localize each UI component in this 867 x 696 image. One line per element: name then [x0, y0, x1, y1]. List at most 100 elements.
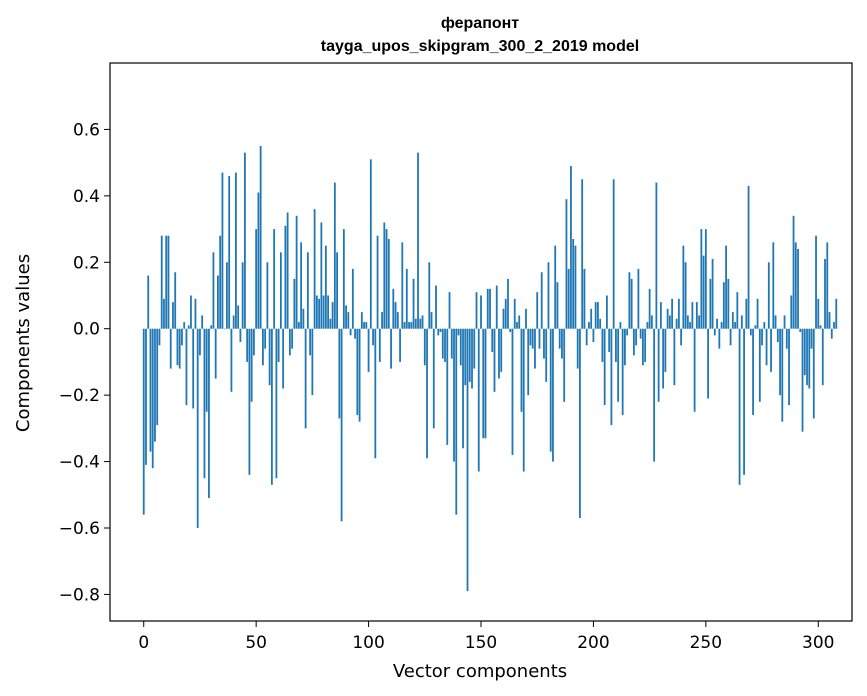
- x-tick-label: 200: [577, 633, 609, 653]
- bar-73: [306, 252, 309, 329]
- bar-253: [711, 258, 714, 329]
- bar-62: [282, 328, 285, 389]
- bar-171: [527, 328, 530, 396]
- bar-264: [736, 292, 739, 329]
- bar-85: [333, 182, 336, 329]
- bar-5: [154, 328, 156, 442]
- bars-group: [142, 146, 838, 592]
- bar-69: [297, 322, 300, 329]
- bar-157: [495, 285, 498, 329]
- bar-279: [770, 328, 772, 372]
- bar-283: [779, 328, 781, 396]
- bar-269: [747, 185, 750, 329]
- bar-219: [635, 328, 638, 346]
- bar-8: [160, 235, 163, 329]
- bar-37: [226, 262, 228, 329]
- bar-134: [444, 328, 446, 362]
- bar-227: [653, 328, 656, 462]
- bar-153: [486, 288, 489, 329]
- bar-129: [432, 328, 435, 429]
- bar-101: [369, 159, 372, 329]
- bar-121: [414, 318, 417, 329]
- bar-258: [722, 282, 725, 329]
- bar-142: [462, 328, 464, 449]
- bar-292: [799, 328, 802, 333]
- bar-200: [592, 328, 595, 342]
- bar-237: [675, 318, 678, 329]
- bar-146: [471, 328, 473, 389]
- bar-295: [806, 328, 808, 386]
- bar-77: [315, 295, 318, 329]
- bar-98: [363, 322, 365, 329]
- bar-115: [401, 242, 404, 329]
- bar-114: [399, 328, 401, 362]
- bar-245: [693, 328, 696, 412]
- bar-110: [390, 328, 392, 369]
- bar-191: [572, 239, 575, 329]
- bar-213: [621, 328, 624, 416]
- bar-76: [313, 209, 316, 329]
- bar-50: [255, 229, 258, 329]
- bar-49: [253, 328, 255, 356]
- bar-39: [230, 328, 233, 392]
- bar-159: [500, 328, 503, 372]
- bar-254: [713, 328, 716, 336]
- bar-189: [567, 268, 570, 329]
- bar-104: [376, 235, 379, 329]
- bar-66: [291, 328, 294, 349]
- bar-234: [668, 315, 671, 329]
- bar-9: [163, 298, 165, 329]
- bar-287: [788, 328, 790, 406]
- y-axis-ticks: −0.8 −0.6 −0.4 −0.2 0.0 0.2 0.4 0.6: [59, 120, 110, 605]
- bar-33: [217, 275, 219, 329]
- bar-241: [684, 262, 687, 329]
- bar-259: [725, 245, 727, 329]
- bar-13: [172, 302, 174, 329]
- bar-202: [597, 302, 599, 329]
- bar-60: [277, 328, 280, 362]
- bar-16: [178, 328, 181, 369]
- bar-106: [381, 312, 383, 329]
- bar-281: [774, 315, 777, 329]
- bar-256: [718, 328, 721, 349]
- bar-179: [545, 328, 548, 382]
- y-tick-label: 0.6: [73, 120, 100, 140]
- y-tick-label: 0.2: [73, 253, 100, 273]
- bar-141: [459, 328, 462, 366]
- bar-26: [201, 315, 204, 329]
- y-tick-label: 0.4: [73, 187, 100, 207]
- bar-305: [828, 312, 831, 329]
- bar-95: [356, 328, 359, 416]
- bar-135: [446, 328, 449, 445]
- bar-265: [738, 328, 741, 485]
- bar-152: [484, 328, 487, 439]
- bar-46: [246, 328, 249, 362]
- bar-226: [650, 315, 653, 329]
- bar-10: [165, 235, 168, 329]
- bar-14: [174, 272, 177, 329]
- bar-47: [248, 328, 251, 475]
- bar-299: [815, 235, 817, 329]
- bar-19: [185, 328, 188, 406]
- bar-2: [147, 275, 150, 329]
- bar-233: [666, 308, 669, 329]
- bar-199: [590, 308, 593, 329]
- bar-164: [511, 328, 514, 455]
- bar-44: [241, 262, 244, 329]
- bar-282: [776, 328, 779, 342]
- bar-42: [237, 305, 240, 329]
- bar-51: [257, 192, 260, 329]
- x-tick-label: 300: [802, 633, 834, 653]
- y-tick-label: −0.2: [59, 386, 100, 406]
- bar-222: [641, 328, 644, 366]
- bar-59: [275, 328, 278, 479]
- bar-58: [273, 229, 276, 329]
- bar-236: [673, 328, 676, 386]
- bar-217: [630, 278, 633, 329]
- bar-262: [731, 312, 734, 329]
- bar-249: [702, 255, 705, 329]
- bar-190: [570, 165, 572, 329]
- bar-12: [169, 328, 172, 369]
- bar-177: [540, 272, 543, 329]
